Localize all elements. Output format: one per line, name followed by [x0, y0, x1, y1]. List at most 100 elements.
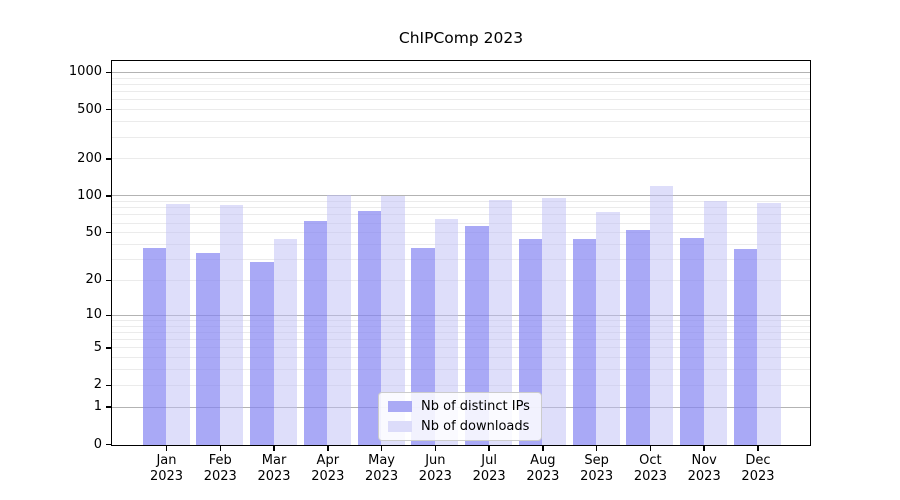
- x-tick-mark: [595, 446, 598, 451]
- bar-downloads-apr: [327, 194, 351, 445]
- x-tick-label-feb: Feb 2023: [203, 453, 237, 484]
- legend-swatch-distinct-ips: [388, 401, 412, 412]
- bar-distinct-ips-jul: [465, 226, 489, 445]
- bar-downloads-may: [381, 196, 405, 445]
- y-tick-label: 10: [85, 307, 102, 323]
- gridline-layer: [112, 61, 810, 445]
- y-tick-mark: [106, 158, 111, 160]
- plot-area: Nb of distinct IPs Nb of downloads: [111, 60, 811, 446]
- bar-layer: [112, 61, 810, 445]
- bar-downloads-feb: [219, 205, 244, 445]
- bar-distinct-ips-oct: [626, 230, 650, 445]
- y-tick-mark: [106, 314, 111, 317]
- x-tick-mark: [380, 446, 383, 451]
- y-tick-label: 50: [85, 224, 102, 240]
- y-tick-label: 100: [77, 187, 102, 203]
- legend-item-downloads: Nb of downloads: [388, 419, 530, 434]
- gridline-major: [112, 71, 810, 73]
- gridline-minor: [112, 201, 810, 203]
- bar-distinct-ips-jan: [142, 247, 166, 445]
- gridline-major: [112, 314, 810, 316]
- gridline-minor: [112, 158, 810, 160]
- gridline-minor: [112, 319, 810, 321]
- x-tick-label-jun: Jun 2023: [418, 453, 452, 484]
- gridline-minor: [112, 325, 810, 327]
- y-tick-mark: [106, 443, 111, 446]
- x-tick-label-may: May 2023: [365, 453, 399, 484]
- bar-distinct-ips-dec: [733, 249, 758, 445]
- gridline-minor: [112, 331, 810, 333]
- legend-swatch-downloads: [388, 421, 412, 432]
- y-tick-mark: [106, 195, 111, 197]
- bar-distinct-ips-nov: [680, 237, 704, 445]
- bar-distinct-ips-feb: [196, 253, 220, 445]
- x-tick-label-sep: Sep 2023: [580, 453, 614, 484]
- y-tick-mark: [106, 71, 111, 74]
- bar-distinct-ips-may: [357, 211, 382, 445]
- gridline-minor: [112, 222, 810, 224]
- y-tick-label: 5: [93, 339, 102, 355]
- gridline-minor: [112, 121, 810, 123]
- x-tick-mark: [488, 446, 490, 451]
- y-tick-mark: [106, 384, 111, 387]
- gridline-minor: [112, 347, 810, 349]
- gridline-minor: [112, 369, 810, 371]
- y-tick-label: 1: [93, 399, 102, 415]
- gridline-minor: [112, 136, 810, 138]
- legend-label-distinct-ips: Nb of distinct IPs: [421, 399, 530, 414]
- x-tick-label-jan: Jan 2023: [149, 453, 184, 484]
- bar-distinct-ips-mar: [250, 261, 274, 445]
- x-tick-label-jul: Jul 2023: [472, 453, 506, 484]
- y-tick-label: 200: [77, 150, 102, 166]
- bar-downloads-sep: [596, 212, 620, 445]
- gridline-minor: [112, 207, 810, 209]
- y-tick-label: 1000: [68, 64, 102, 80]
- x-tick-mark: [327, 446, 329, 451]
- x-tick-label-dec: Dec 2023: [741, 453, 775, 484]
- gridline-minor: [112, 259, 810, 261]
- bar-distinct-ips-sep: [572, 238, 597, 445]
- bar-downloads-jul: [488, 199, 513, 445]
- y-tick-label: 20: [85, 272, 102, 288]
- x-tick-label-oct: Oct 2023: [633, 453, 667, 484]
- legend: Nb of distinct IPs Nb of downloads: [378, 392, 542, 441]
- gridline-minor: [112, 109, 810, 111]
- x-tick-label-aug: Aug 2023: [526, 453, 560, 484]
- gridline-minor: [112, 280, 810, 281]
- bar-distinct-ips-apr: [303, 220, 328, 445]
- x-tick-label-apr: Apr 2023: [311, 453, 345, 484]
- y-tick-mark: [106, 279, 111, 282]
- gridline-minor: [112, 384, 810, 386]
- x-tick-mark: [757, 446, 759, 451]
- bar-downloads-oct: [649, 185, 674, 445]
- gridline-minor: [112, 77, 810, 79]
- x-tick-mark: [542, 446, 544, 451]
- bar-downloads-dec: [757, 203, 781, 445]
- x-tick-mark: [434, 446, 437, 451]
- y-tick-mark: [106, 406, 111, 408]
- x-tick-label-nov: Nov 2023: [687, 453, 721, 484]
- bar-downloads-jun: [434, 218, 459, 445]
- y-tick-label: 0: [93, 436, 102, 452]
- y-tick-mark: [106, 231, 111, 234]
- gridline-minor: [112, 214, 810, 216]
- gridline-minor: [112, 83, 810, 85]
- x-tick-mark: [649, 446, 652, 451]
- y-tick-label: 500: [77, 101, 102, 117]
- bar-downloads-nov: [703, 201, 728, 445]
- legend-item-distinct-ips: Nb of distinct IPs: [388, 399, 530, 414]
- gridline-minor: [112, 339, 810, 341]
- x-tick-mark: [703, 446, 705, 451]
- gridline-minor: [112, 243, 810, 245]
- bar-downloads-jan: [166, 203, 190, 445]
- bar-downloads-mar: [273, 238, 298, 445]
- bar-downloads-aug: [542, 198, 566, 445]
- chart-title: ChIPComp 2023: [398, 29, 524, 47]
- gridline-minor: [112, 357, 810, 359]
- gridline-minor: [112, 91, 810, 93]
- x-tick-mark: [219, 446, 222, 451]
- gridline-minor: [112, 232, 810, 234]
- y-tick-mark: [106, 108, 111, 111]
- gridline-major: [112, 195, 810, 197]
